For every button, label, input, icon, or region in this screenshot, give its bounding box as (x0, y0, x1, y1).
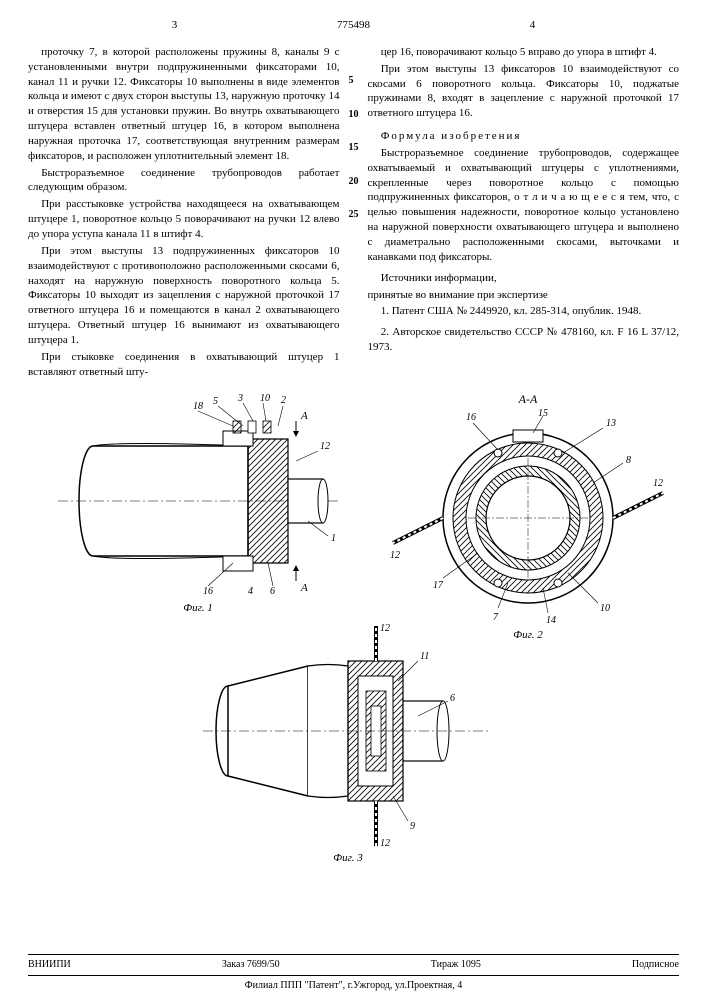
formula-title: Формула изобретения (368, 129, 680, 144)
figures-area: 18 5 3 10 2 12 1 16 6 А А 4 Фиг. 1 А-А (28, 391, 679, 891)
svg-text:9: 9 (410, 821, 415, 832)
callout: А (300, 410, 308, 422)
footer-org: ВНИИПИ (28, 958, 71, 972)
callout: 5 (213, 396, 218, 407)
sources-title: Источники информации, (368, 271, 680, 286)
callout: 18 (193, 401, 203, 412)
figure-3: 11 6 9 12 12 Фиг. 3 (198, 621, 498, 871)
figure-1-svg: 18 5 3 10 2 12 1 16 6 А А 4 (48, 391, 348, 601)
figure-3-label: Фиг. 3 (198, 851, 498, 866)
callout: 2 (281, 395, 286, 406)
source-item: 2. Авторское свидетельство СССР № 478160… (368, 325, 680, 355)
paragraph: При стыковке соединения в охватывающий ш… (28, 350, 340, 380)
footer-signed: Подписное (632, 958, 679, 972)
paragraph: Быстроразъемное соединение трубопроводов… (28, 166, 340, 196)
paragraph: цер 16, поворачивают кольцо 5 вправо до … (368, 45, 680, 60)
svg-text:10: 10 (600, 603, 610, 614)
callout: 12 (320, 441, 330, 452)
figure-2-title: А-А (388, 391, 668, 407)
figure-2: А-А (388, 391, 668, 631)
svg-text:13: 13 (606, 418, 616, 429)
footer: ВНИИПИ Заказ 7699/50 Тираж 1095 Подписно… (28, 954, 679, 992)
paragraph: При этом выступы 13 фиксаторов 10 взаимо… (368, 62, 680, 121)
svg-text:11: 11 (420, 651, 429, 662)
svg-text:12: 12 (380, 623, 390, 634)
line-marker: 20 (349, 175, 359, 189)
svg-text:16: 16 (466, 412, 476, 423)
paragraph: проточку 7, в которой расположены пружин… (28, 45, 340, 164)
line-marker: 10 (349, 108, 359, 122)
callout: 10 (260, 393, 270, 404)
callout: 4 (248, 586, 253, 597)
sources-subtitle: принятые во внимание при экспертизе (368, 288, 680, 303)
svg-text:12: 12 (653, 478, 663, 489)
svg-text:12: 12 (380, 838, 390, 849)
callout: 6 (270, 586, 275, 597)
svg-text:8: 8 (626, 455, 631, 466)
footer-tirazh: Тираж 1095 (431, 958, 481, 972)
paragraph: При этом выступы 13 подпружиненных фикса… (28, 244, 340, 348)
figure-1-label: Фиг. 1 (48, 601, 348, 616)
figure-2-svg: 16 15 13 8 12 12 17 7 14 10 (388, 408, 668, 628)
svg-text:15: 15 (538, 408, 548, 419)
figure-1: 18 5 3 10 2 12 1 16 6 А А 4 Фиг. 1 (48, 391, 348, 601)
line-number-markers: 5 10 15 20 25 (349, 40, 359, 222)
line-marker: 15 (349, 141, 359, 155)
line-marker: 5 (349, 74, 359, 88)
svg-text:14: 14 (546, 615, 556, 626)
right-column: цер 16, поворачивают кольцо 5 вправо до … (368, 45, 680, 382)
svg-text:12: 12 (390, 550, 400, 561)
svg-text:17: 17 (433, 580, 444, 591)
source-item: 1. Патент США № 2449920, кл. 285-314, оп… (368, 304, 680, 319)
callout: А (300, 582, 308, 594)
line-marker: 25 (349, 208, 359, 222)
callout: 16 (203, 586, 213, 597)
paragraph: При расстыковке устройства находящееся н… (28, 197, 340, 242)
left-column: проточку 7, в которой расположены пружин… (28, 45, 340, 382)
footer-address: Филиал ППП "Патент", г.Ужгород, ул.Проек… (28, 976, 679, 993)
footer-line-1: ВНИИПИ Заказ 7699/50 Тираж 1095 Подписно… (28, 954, 679, 976)
formula-text: Быстроразъемное соединение трубопроводов… (368, 146, 680, 265)
callout: 1 (331, 533, 336, 544)
callout: 3 (237, 393, 243, 404)
figure-3-svg: 11 6 9 12 12 (198, 621, 498, 851)
footer-order: Заказ 7699/50 (222, 958, 280, 972)
patent-number: 775498 (0, 18, 707, 33)
svg-text:6: 6 (450, 693, 455, 704)
